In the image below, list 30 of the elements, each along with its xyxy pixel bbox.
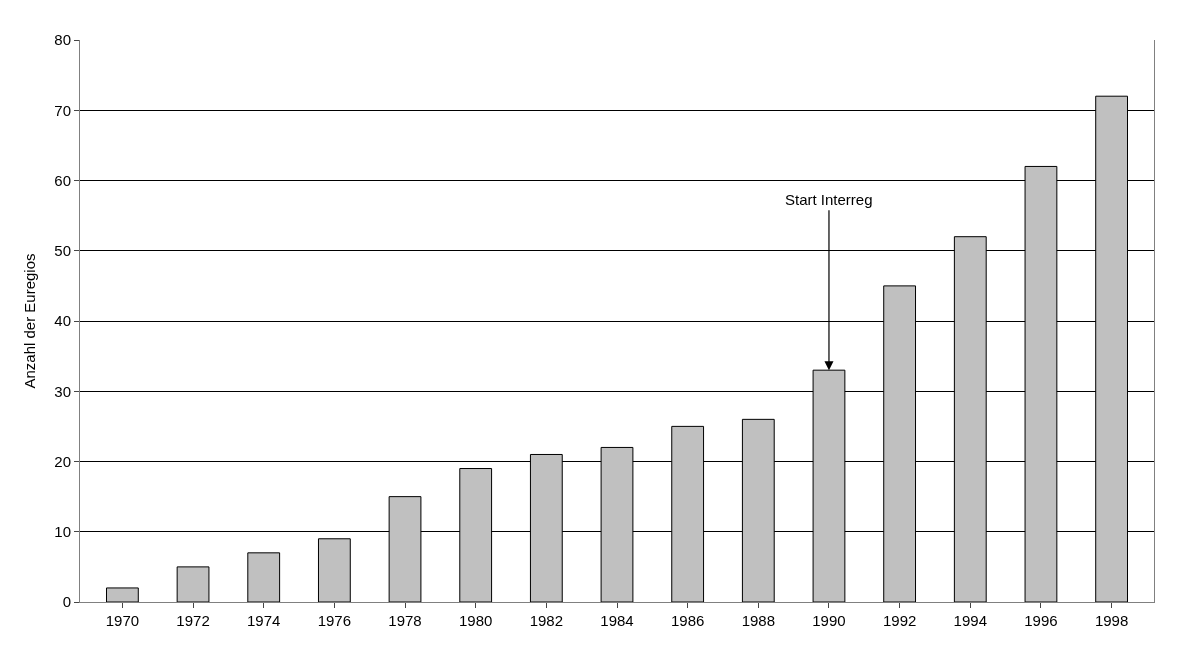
- x-tick-label: 1974: [247, 612, 281, 629]
- x-tick-label: 1986: [670, 612, 705, 629]
- x-tick-label: 1994: [953, 612, 987, 629]
- x-tick-label: 1980: [458, 612, 493, 629]
- x-tick-label: 1990: [812, 612, 846, 629]
- y-tick-label: 60: [54, 171, 71, 189]
- x-tick-label: 1984: [600, 612, 634, 629]
- x-tick-label: 1976: [317, 612, 352, 629]
- x-tick-label: 1998: [1094, 612, 1129, 629]
- y-tick-label: 50: [54, 242, 71, 259]
- y-tick-label: 10: [54, 523, 71, 540]
- y-tick-label: 30: [54, 382, 71, 400]
- x-tick-label: 1978: [388, 612, 422, 629]
- x-tick-label: 1988: [741, 612, 776, 629]
- y-axis-title: Anzahl der Euregios: [20, 253, 38, 389]
- bar: [106, 587, 139, 602]
- bar: [176, 566, 210, 602]
- annotation: Start Interreg: [785, 191, 873, 208]
- x-tick-label: 1996: [1024, 612, 1058, 629]
- y-tick-label: 80: [54, 31, 71, 49]
- y-tick-label: 0: [62, 593, 71, 611]
- y-tick-label: 40: [54, 312, 71, 330]
- bar: [247, 552, 281, 602]
- x-tick-label: 1992: [882, 612, 917, 629]
- x-tick-label: 1972: [176, 612, 210, 629]
- x-tick-label: 1970: [105, 612, 140, 629]
- y-tick-label: 70: [54, 101, 71, 119]
- y-tick-label: 20: [54, 452, 71, 470]
- bar: [317, 538, 351, 602]
- x-tick-label: 1982: [529, 612, 564, 629]
